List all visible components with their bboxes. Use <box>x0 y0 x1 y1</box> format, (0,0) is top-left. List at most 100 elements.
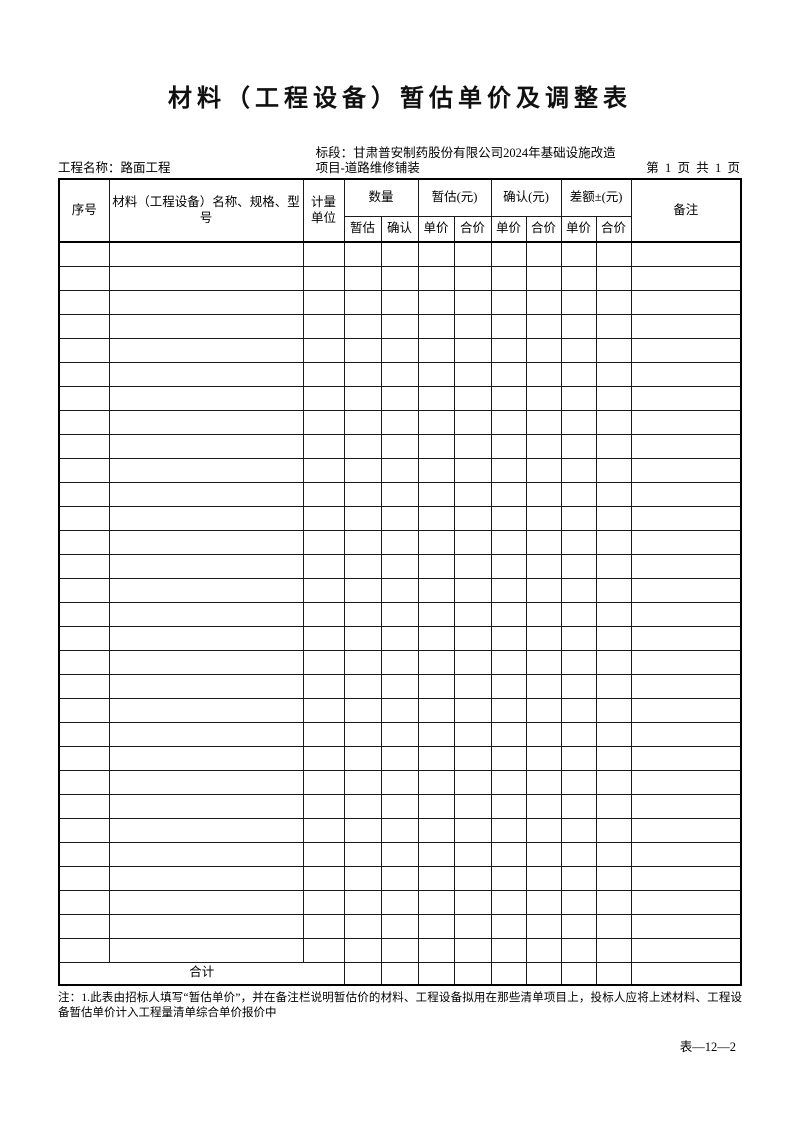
empty-cell <box>380 289 419 315</box>
adjustment-table: 序号 材料（工程设备）名称、规格、型号 计量单位 数量 暂估(元) 确认(元) … <box>58 178 743 986</box>
empty-cell <box>417 625 455 651</box>
empty-cell <box>380 721 419 747</box>
table-row <box>58 265 742 291</box>
empty-cell <box>490 817 527 843</box>
empty-cell <box>417 865 455 891</box>
empty-cell <box>560 361 597 387</box>
empty-cell <box>343 769 382 795</box>
empty-cell <box>343 289 382 315</box>
empty-cell <box>302 457 345 483</box>
empty-cell <box>525 745 562 771</box>
empty-cell <box>525 937 562 963</box>
empty-cell <box>525 241 562 267</box>
empty-cell <box>343 553 382 579</box>
empty-cell <box>630 577 742 603</box>
empty-cell <box>630 481 742 507</box>
empty-cell <box>595 385 632 411</box>
empty-cell <box>108 769 304 795</box>
empty-cell <box>343 505 382 531</box>
table-row <box>58 505 742 531</box>
empty-cell <box>58 889 110 915</box>
empty-cell <box>453 361 492 387</box>
empty-cell <box>302 361 345 387</box>
table-row <box>58 361 742 387</box>
empty-cell <box>453 769 492 795</box>
empty-cell <box>417 433 455 459</box>
empty-cell <box>417 553 455 579</box>
footnote: 注：1.此表由招标人填写“暂估单价”，并在备注栏说明暂估价的材料、工程设备拟用在… <box>58 992 742 1019</box>
empty-cell <box>417 361 455 387</box>
empty-cell <box>343 745 382 771</box>
empty-cell <box>380 601 419 627</box>
empty-cell <box>630 457 742 483</box>
empty-cell <box>380 937 419 963</box>
empty-cell <box>343 625 382 651</box>
empty-cell <box>58 649 110 675</box>
empty-cell <box>560 337 597 363</box>
empty-cell <box>560 697 597 723</box>
empty-cell <box>58 313 110 339</box>
empty-cell <box>560 745 597 771</box>
empty-cell <box>302 745 345 771</box>
empty-cell <box>343 697 382 723</box>
empty-cell <box>595 745 632 771</box>
table-row <box>58 937 742 963</box>
empty-cell <box>58 793 110 819</box>
empty-cell <box>380 529 419 555</box>
empty-cell <box>58 265 110 291</box>
empty-cell <box>343 673 382 699</box>
empty-cell <box>302 673 345 699</box>
col-group-provisional: 暂估(元) <box>417 178 492 217</box>
empty-cell <box>302 793 345 819</box>
empty-cell <box>525 289 562 315</box>
empty-cell <box>302 505 345 531</box>
empty-cell <box>343 265 382 291</box>
empty-cell <box>108 457 304 483</box>
empty-cell <box>417 577 455 603</box>
empty-cell <box>417 769 455 795</box>
table-row <box>58 529 742 555</box>
empty-cell <box>453 913 492 939</box>
empty-cell <box>417 241 455 267</box>
empty-cell <box>343 361 382 387</box>
empty-cell <box>630 937 742 963</box>
empty-cell <box>560 289 597 315</box>
empty-cell <box>58 601 110 627</box>
empty-cell <box>453 841 492 867</box>
empty-cell <box>595 913 632 939</box>
empty-cell <box>525 433 562 459</box>
empty-cell <box>630 697 742 723</box>
empty-cell <box>108 481 304 507</box>
empty-cell <box>417 481 455 507</box>
empty-cell <box>302 865 345 891</box>
empty-cell <box>595 649 632 675</box>
empty-cell <box>343 457 382 483</box>
page-number-label: 第 1 页 共 1 页 <box>646 161 740 175</box>
table-row <box>58 385 742 411</box>
empty-cell <box>525 553 562 579</box>
empty-cell <box>595 337 632 363</box>
empty-cell <box>58 721 110 747</box>
empty-cell <box>453 529 492 555</box>
empty-cell <box>453 649 492 675</box>
empty-cell <box>380 409 419 435</box>
empty-cell <box>630 961 742 986</box>
empty-cell <box>453 673 492 699</box>
empty-cell <box>560 529 597 555</box>
empty-cell <box>417 337 455 363</box>
empty-cell <box>525 265 562 291</box>
table-row <box>58 745 742 771</box>
empty-cell <box>490 937 527 963</box>
empty-cell <box>453 793 492 819</box>
empty-cell <box>453 553 492 579</box>
empty-cell <box>302 529 345 555</box>
table-row <box>58 241 742 267</box>
empty-cell <box>525 649 562 675</box>
empty-cell <box>525 625 562 651</box>
empty-cell <box>595 553 632 579</box>
empty-cell <box>525 337 562 363</box>
empty-cell <box>343 961 382 986</box>
col-group-quantity: 数量 <box>343 178 419 217</box>
empty-cell <box>453 961 492 986</box>
empty-cell <box>58 913 110 939</box>
